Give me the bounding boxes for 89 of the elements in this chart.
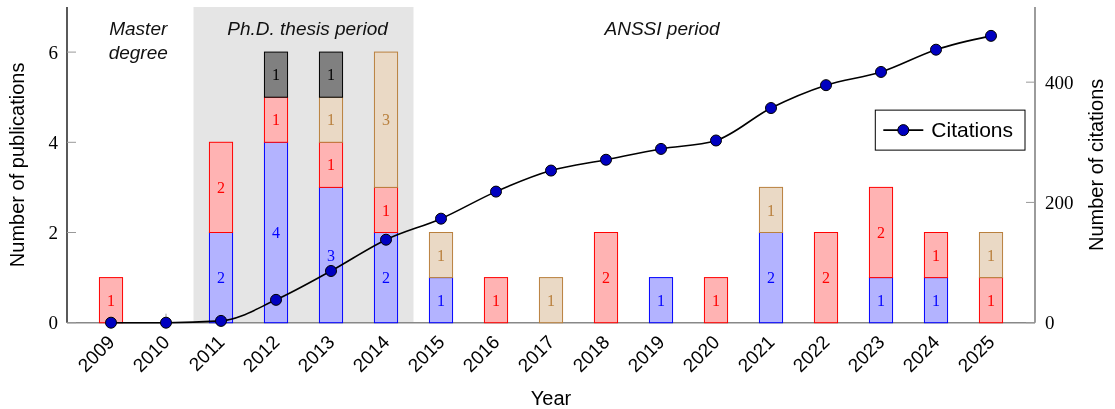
point: [765, 102, 777, 115]
data-label: 2: [822, 269, 830, 287]
y-tick-label: 0: [48, 312, 58, 334]
y-tick-label: 4: [48, 131, 59, 153]
bar: [263, 141, 289, 324]
y2-axis-title: Number of citations: [1085, 78, 1107, 251]
bar: [373, 232, 399, 324]
data-label: 1: [547, 291, 555, 309]
bar: [318, 51, 344, 98]
bar: [978, 277, 1004, 324]
data-label: 1: [382, 201, 390, 219]
data-label: 1: [272, 66, 280, 84]
y2-tick-label: 0: [1045, 312, 1055, 334]
bar: [373, 51, 399, 188]
data-label: 1: [327, 66, 335, 84]
bar: [263, 96, 289, 143]
bar: [648, 277, 674, 324]
data-label: 2: [767, 269, 775, 287]
data-label: 3: [382, 111, 390, 129]
data-label: 2: [217, 269, 225, 287]
bar: [703, 277, 729, 324]
bar: [538, 277, 564, 324]
data-label: 1: [437, 291, 445, 309]
data-label: 2: [877, 224, 885, 242]
point: [105, 316, 117, 329]
point: [875, 65, 887, 78]
bar: [318, 141, 344, 188]
point: [545, 164, 557, 177]
point: [600, 153, 612, 166]
data-label: 1: [987, 291, 995, 309]
data-label: 3: [327, 246, 335, 264]
bar: [923, 232, 949, 279]
bar: [978, 232, 1004, 279]
data-label: 1: [877, 291, 885, 309]
data-label: 1: [272, 111, 280, 129]
point: [490, 185, 502, 198]
y-tick-label: 6: [48, 41, 58, 63]
bar: [868, 186, 894, 279]
data-label: 1: [107, 291, 115, 309]
y2-tick-label: 400: [1045, 71, 1074, 93]
x-axis-title: Year: [530, 387, 572, 409]
data-label: 2: [602, 269, 610, 287]
data-label: 1: [712, 291, 720, 309]
y2-tick-label: 200: [1045, 192, 1074, 214]
bar: [98, 277, 124, 324]
data-label: 2: [217, 179, 225, 196]
legend-label: Citations: [931, 118, 1013, 142]
data-label: 1: [327, 156, 335, 174]
point: [325, 265, 337, 277]
data-label: 1: [932, 246, 940, 264]
data-label: 2: [382, 269, 390, 287]
bar: [208, 141, 234, 233]
bar: [263, 51, 289, 98]
annotation: ANSSI period: [603, 17, 722, 39]
point: [655, 142, 667, 155]
bar: [428, 232, 454, 279]
point: [985, 29, 997, 42]
point: [160, 316, 172, 329]
y-axis-title: Number of publications: [6, 62, 28, 268]
bar: [373, 186, 399, 233]
data-label: 1: [492, 291, 500, 309]
point: [930, 43, 942, 56]
bar: [318, 186, 344, 324]
bar: [483, 277, 509, 324]
bar: [593, 232, 619, 324]
point: [435, 212, 447, 225]
bar: [758, 232, 784, 324]
data-label: 1: [987, 246, 995, 264]
bar: [868, 277, 894, 324]
point: [380, 233, 392, 246]
data-label: 1: [932, 291, 940, 309]
bar: [428, 277, 454, 324]
point: [710, 134, 722, 147]
annotation: Master degree: [108, 17, 168, 63]
data-label: 1: [327, 111, 335, 129]
bar: [318, 96, 344, 143]
data-label: 4: [272, 224, 280, 242]
point: [270, 293, 282, 306]
point: [215, 314, 227, 327]
data-label: 1: [657, 291, 665, 309]
point: [820, 79, 832, 92]
data-label: 1: [767, 201, 775, 219]
band-label: Ph.D. thesis period: [227, 17, 390, 39]
data-label: 1: [437, 246, 445, 264]
bar: [813, 232, 839, 324]
bar: [208, 232, 234, 324]
bar: [758, 186, 784, 233]
y-tick-label: 2: [48, 222, 58, 244]
bar: [923, 277, 949, 324]
